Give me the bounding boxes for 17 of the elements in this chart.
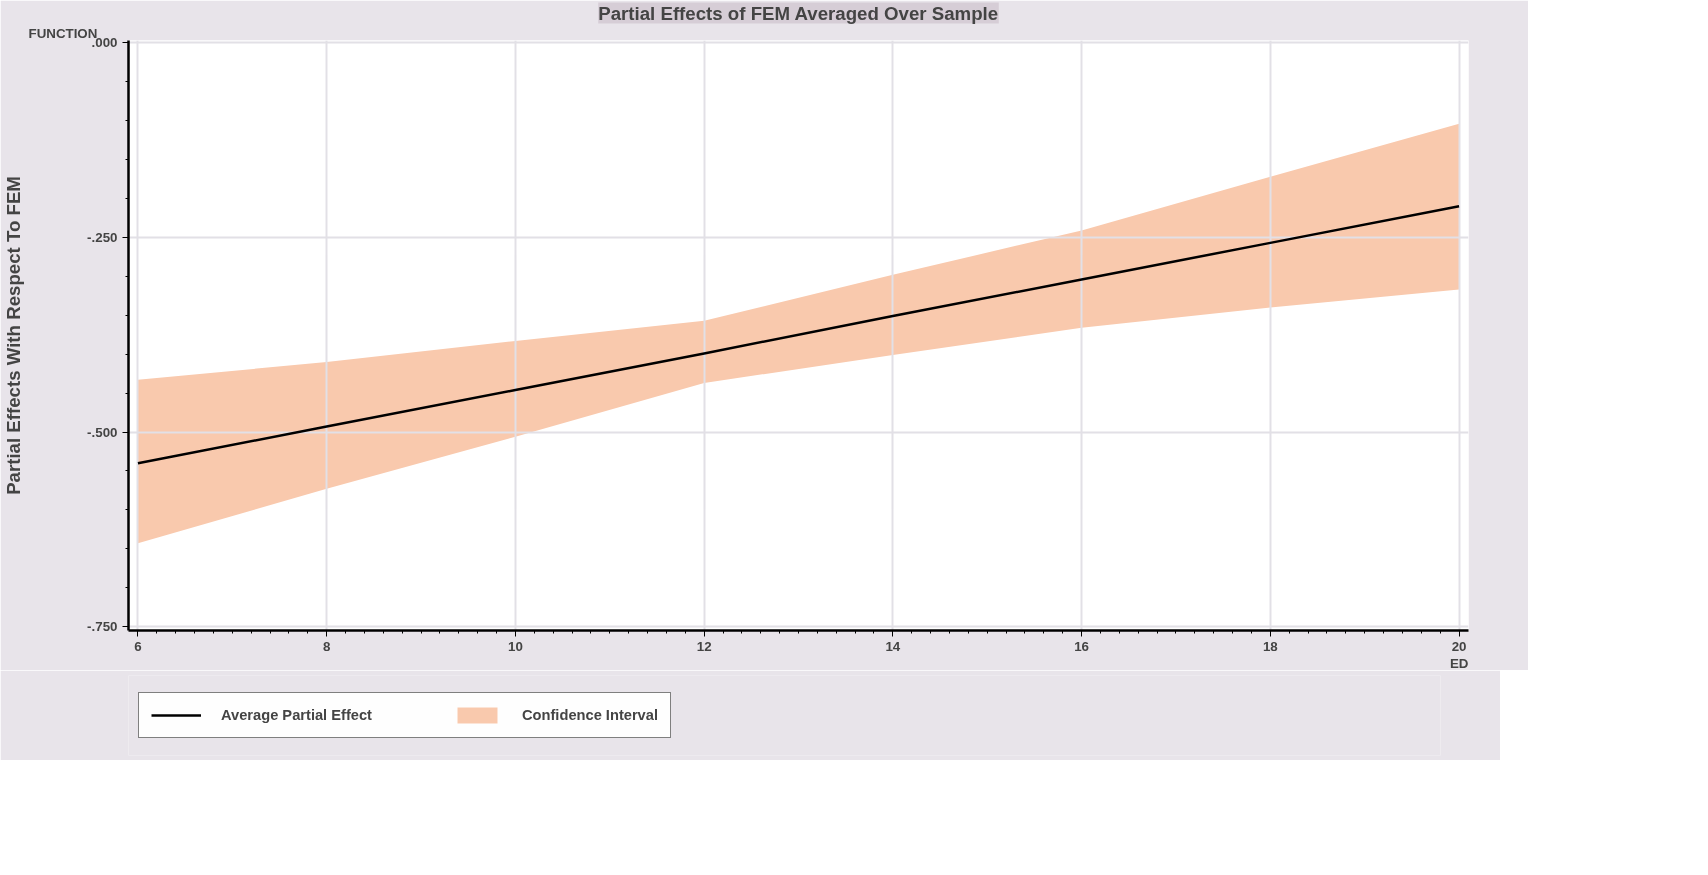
legend-label: Average Partial Effect: [221, 707, 372, 723]
x-tick-label: 14: [885, 638, 901, 654]
x-tick-label: 16: [1074, 638, 1090, 654]
y-axis-title: Partial Effects With Respect To FEM: [3, 176, 25, 495]
y-tick-label: -.750: [87, 619, 118, 635]
x-axis-title: ED: [1449, 655, 1469, 671]
line-series: [136, 205, 1461, 465]
legend-label: Confidence Interval: [521, 707, 658, 723]
y-tick-label: -.250: [87, 229, 118, 245]
x-tick-label: 8: [322, 638, 331, 654]
x-tick-label: 12: [696, 638, 712, 654]
x-tick-label: 10: [507, 638, 523, 654]
x-tick-label: 18: [1262, 638, 1278, 654]
x-tick-label: 20: [1451, 638, 1467, 654]
chart-title: Partial Effects of FEM Averaged Over Sample: [598, 2, 999, 24]
x-tick-label: 6: [134, 638, 142, 654]
y-tick-label: -.500: [87, 424, 118, 440]
